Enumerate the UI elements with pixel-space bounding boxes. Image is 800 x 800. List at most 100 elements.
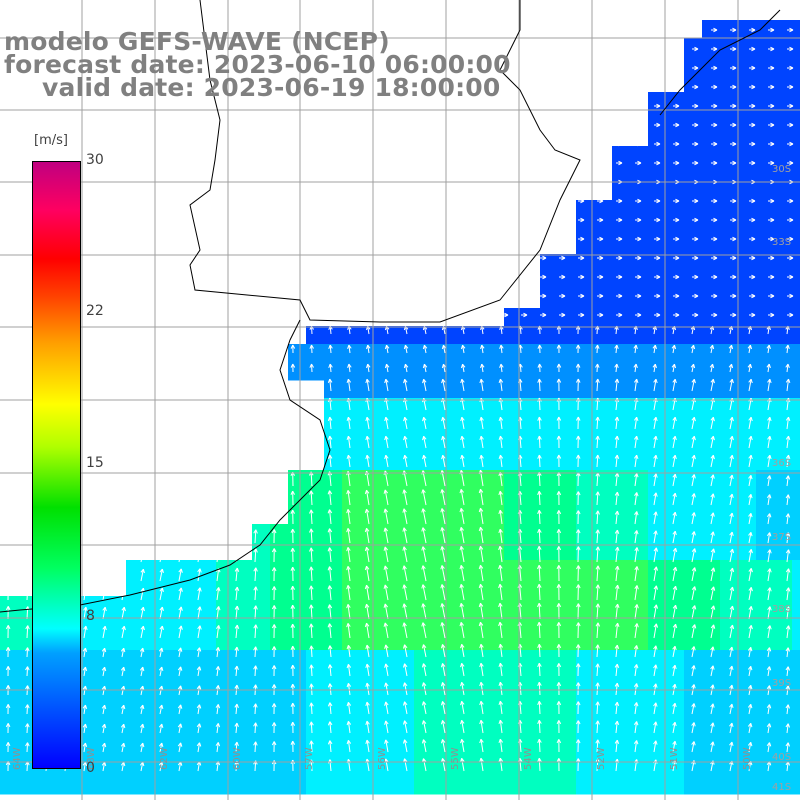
wind-arrow	[290, 623, 296, 639]
wind-arrow	[614, 644, 620, 658]
wind-cell	[486, 398, 505, 417]
wind-cell	[666, 704, 685, 723]
wind-cell	[702, 524, 721, 543]
wind-arrow	[383, 584, 389, 601]
lon-label: 64W	[12, 747, 23, 770]
wind-cell	[738, 380, 757, 399]
wind-cell	[252, 686, 271, 705]
wind-cell	[432, 326, 451, 345]
wind-cell	[288, 704, 307, 723]
wind-arrow	[785, 742, 791, 753]
wind-arrow	[652, 344, 658, 354]
lat-label: 38S	[772, 604, 791, 615]
wind-cell	[540, 434, 559, 453]
wind-cell	[702, 200, 721, 219]
wind-arrow	[309, 363, 314, 373]
wind-arrow	[729, 703, 734, 715]
wind-arrow	[346, 740, 352, 753]
wind-cell	[702, 434, 721, 453]
wind-arrow	[234, 548, 240, 563]
wind-arrow	[139, 647, 145, 658]
wind-cell	[558, 650, 577, 669]
wind-arrow	[747, 665, 753, 677]
wind-cell	[792, 560, 800, 579]
wind-arrow	[768, 236, 775, 242]
wind-cell	[648, 650, 667, 669]
wind-cell	[522, 362, 541, 381]
wind-cell	[720, 524, 739, 543]
wind-cell	[216, 596, 235, 615]
wind-cell	[324, 344, 343, 363]
wind-cell	[468, 506, 487, 525]
wind-cell	[378, 668, 397, 687]
wind-arrow	[460, 681, 465, 696]
wind-cell	[432, 416, 451, 435]
wind-cell	[702, 668, 721, 687]
wind-cell	[342, 722, 361, 741]
wind-cell	[468, 776, 487, 795]
wind-arrow	[537, 643, 542, 658]
wind-cell	[522, 326, 541, 345]
wind-cell	[306, 740, 325, 759]
wind-cell	[774, 38, 793, 57]
wind-arrow	[459, 545, 465, 563]
wind-cell	[594, 722, 613, 741]
wind-cell	[720, 200, 739, 219]
wind-cell	[270, 596, 289, 615]
wind-arrow	[595, 344, 600, 354]
wind-cell	[594, 668, 613, 687]
wind-arrow	[575, 682, 581, 696]
wind-arrow	[309, 604, 314, 620]
wind-cell	[288, 578, 307, 597]
wind-arrow	[691, 567, 697, 582]
wind-arrow	[691, 646, 696, 658]
wind-arrow	[711, 236, 718, 242]
wind-cell	[288, 344, 307, 363]
wind-cell	[648, 308, 667, 327]
wind-cell	[702, 308, 721, 327]
wind-arrow	[633, 454, 639, 468]
wind-arrow	[178, 606, 183, 620]
wind-cell	[630, 380, 649, 399]
wind-cell	[522, 650, 541, 669]
wind-cell	[792, 632, 800, 651]
wind-cell	[594, 236, 613, 255]
wind-cell	[360, 614, 379, 633]
wind-arrow	[422, 416, 427, 430]
wind-cell	[630, 650, 649, 669]
wind-arrow	[652, 363, 658, 373]
wind-cell	[576, 776, 595, 795]
wind-cell	[756, 560, 775, 579]
wind-arrow	[537, 344, 542, 354]
wind-cell	[162, 578, 181, 597]
wind-arrow	[614, 584, 620, 601]
wind-cell	[630, 722, 649, 741]
wind-arrow	[576, 546, 581, 563]
wind-cell	[270, 650, 289, 669]
wind-arrow	[498, 490, 503, 506]
wind-arrow	[498, 738, 503, 753]
wind-cell	[738, 218, 757, 237]
wind-arrow	[537, 700, 542, 715]
wind-arrow	[556, 510, 562, 525]
wind-arrow	[559, 274, 566, 280]
wind-cell	[432, 668, 451, 687]
wind-cell	[414, 668, 433, 687]
wind-cell	[666, 488, 685, 507]
wind-cell	[522, 560, 541, 579]
wind-arrow	[614, 546, 620, 563]
wind-cell	[540, 308, 559, 327]
wind-cell	[396, 668, 415, 687]
wind-cell	[666, 344, 685, 363]
wind-cell	[702, 218, 721, 237]
wind-cell	[594, 776, 613, 795]
wind-arrow	[748, 531, 753, 544]
wind-arrow	[365, 644, 370, 658]
wind-arrow	[120, 723, 126, 734]
wind-cell	[306, 686, 325, 705]
wind-arrow	[421, 527, 427, 544]
wind-cell	[450, 632, 469, 651]
wind-cell	[324, 668, 343, 687]
wind-cell	[360, 668, 379, 687]
wind-cell	[18, 668, 37, 687]
